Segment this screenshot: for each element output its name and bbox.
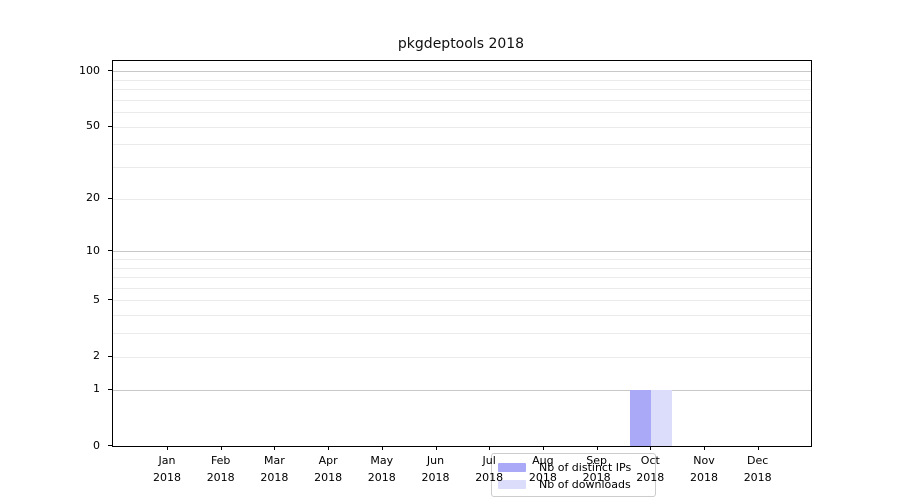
y-tick-20 <box>108 197 112 199</box>
x-tick-label-aug: Aug 2018 <box>528 454 557 484</box>
x-tick-3 <box>328 446 330 450</box>
y-tick-label-0: 0 <box>93 438 100 452</box>
gridline-1 <box>113 389 811 391</box>
x-tick-label-mar: Mar 2018 <box>260 454 289 484</box>
x-tick-1 <box>220 446 222 450</box>
gridline-7 <box>113 277 811 278</box>
x-tick-11 <box>757 446 759 450</box>
y-tick-label-2: 2 <box>93 349 100 363</box>
x-tick-10 <box>704 446 705 450</box>
x-tick-label-oct: Oct 2018 <box>636 454 665 484</box>
x-tick-label-jan: Jan 2018 <box>153 454 181 484</box>
gridline-90 <box>113 79 811 81</box>
y-tick-2 <box>108 355 112 357</box>
gridline-3 <box>113 333 811 335</box>
gridline-50 <box>113 126 811 128</box>
chart-title: pkgdeptools 2018 <box>397 36 525 52</box>
gridline-2 <box>113 356 811 358</box>
x-tick-label-dec: Dec 2018 <box>743 454 772 484</box>
x-tick-label-feb: Feb 2018 <box>206 454 235 484</box>
gridline-100 <box>113 71 811 72</box>
x-tick-8 <box>596 446 598 450</box>
x-tick-2 <box>274 446 276 450</box>
y-tick-1 <box>108 388 112 390</box>
x-tick-7 <box>542 446 544 450</box>
gridline-9 <box>113 258 811 260</box>
y-tick-100 <box>108 70 112 71</box>
x-tick-5 <box>435 446 437 450</box>
gridline-6 <box>113 287 811 289</box>
gridline-4 <box>113 315 811 317</box>
legend-swatch-distinct-ips <box>498 462 526 472</box>
gridline-8 <box>113 267 811 269</box>
gridline-70 <box>113 99 811 101</box>
gridline-60 <box>113 112 811 113</box>
x-tick-6 <box>489 446 491 450</box>
legend-label-downloads: Nb of downloads <box>539 477 631 491</box>
legend-row-downloads: Nb of downloads <box>498 476 648 492</box>
x-tick-0 <box>167 446 168 450</box>
x-tick-label-sep: Sep 2018 <box>582 454 611 484</box>
y-tick-label-50: 50 <box>86 119 100 132</box>
legend-row-distinct-ips: Nb of distinct IPs <box>498 459 648 475</box>
bar-nb-of-distinct-ips-9 <box>630 389 652 446</box>
y-tick-50 <box>108 125 112 127</box>
x-tick-label-jul: Jul 2018 <box>475 454 504 484</box>
x-tick-4 <box>381 446 383 450</box>
x-tick-label-may: May 2018 <box>367 454 396 484</box>
legend-label-distinct-ips: Nb of distinct IPs <box>539 460 632 474</box>
legend-swatch-downloads <box>498 479 526 489</box>
x-tick-label-nov: Nov 2018 <box>690 454 718 484</box>
gridline-30 <box>113 167 811 168</box>
gridline-40 <box>113 144 811 146</box>
y-tick-label-1: 1 <box>93 382 100 396</box>
gridline-5 <box>113 300 811 302</box>
y-tick-label-10: 10 <box>86 243 100 257</box>
bar-nb-of-downloads-9 <box>651 389 673 446</box>
gridline-80 <box>113 88 811 90</box>
plot-area: Nb of distinct IPs Nb of downloads <box>112 60 812 497</box>
y-tick-label-100: 100 <box>79 63 100 77</box>
y-tick-0 <box>108 445 112 446</box>
y-tick-label-5: 5 <box>93 292 100 306</box>
x-tick-label-apr: Apr 2018 <box>314 454 343 484</box>
legend: Nb of distinct IPs Nb of downloads <box>491 453 656 497</box>
y-tick-5 <box>108 299 112 301</box>
y-tick-10 <box>108 250 112 252</box>
y-tick-label-20: 20 <box>86 191 100 205</box>
x-tick-label-jun: Jun 2018 <box>421 454 450 484</box>
gridline-10 <box>113 251 811 253</box>
x-tick-9 <box>650 446 652 450</box>
gridline-20 <box>113 198 811 200</box>
